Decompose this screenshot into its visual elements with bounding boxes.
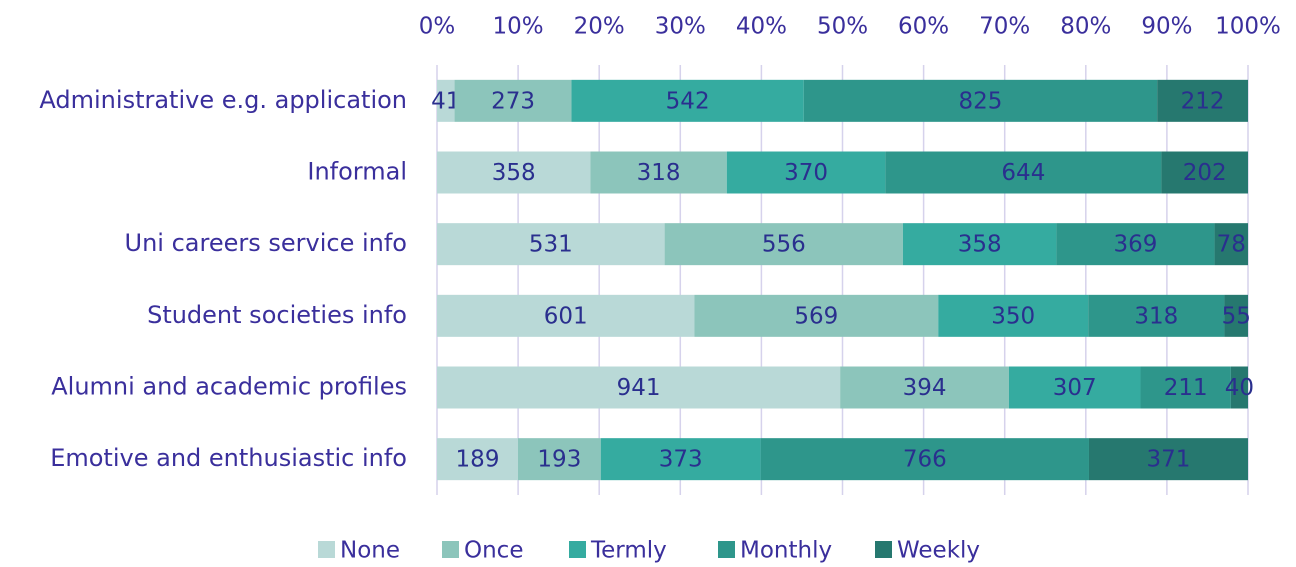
- y-tick-label: Uni careers service info: [125, 229, 407, 257]
- bar-segment: [600, 438, 761, 481]
- bar-segment: [1140, 366, 1231, 409]
- data-label: 211: [1164, 375, 1208, 401]
- legend-swatch: [318, 541, 335, 558]
- bar-segment: [1088, 438, 1248, 481]
- y-tick-label: Administrative e.g. application: [39, 86, 407, 114]
- data-label: 941: [617, 375, 661, 401]
- legend-swatch: [569, 541, 586, 558]
- data-label: 601: [544, 303, 588, 329]
- bar-segment: [726, 151, 886, 194]
- bar-segment: [1224, 294, 1248, 337]
- data-label: 55: [1222, 303, 1251, 329]
- data-label: 369: [1114, 232, 1158, 258]
- bar-segment: [437, 438, 519, 481]
- data-label: 569: [794, 303, 838, 329]
- y-tick-label: Emotive and enthusiastic info: [50, 444, 407, 472]
- bar-segment: [938, 294, 1089, 337]
- data-label: 189: [456, 447, 500, 473]
- data-label: 318: [1134, 303, 1178, 329]
- legend-swatch: [875, 541, 892, 558]
- bar-segment: [437, 79, 455, 122]
- bar-segment: [1088, 294, 1225, 337]
- data-label: 350: [991, 303, 1035, 329]
- data-label: 202: [1183, 160, 1227, 186]
- bar-segment: [437, 366, 841, 409]
- data-label: 40: [1225, 375, 1254, 401]
- bar-segment: [1161, 151, 1248, 194]
- data-label: 644: [1001, 160, 1045, 186]
- bar-segment: [840, 366, 1009, 409]
- bar-segment: [437, 151, 591, 194]
- bar-segment: [571, 79, 804, 122]
- bar-segment: [760, 438, 1089, 481]
- x-tick-label: 0%: [419, 14, 456, 40]
- bar-segment: [803, 79, 1158, 122]
- data-label: 318: [637, 160, 681, 186]
- data-label: 394: [903, 375, 947, 401]
- bar-segment: [1214, 223, 1248, 266]
- bar-segment: [454, 79, 572, 122]
- y-tick-label: Alumni and academic profiles: [51, 373, 407, 401]
- x-tick-label: 50%: [817, 14, 868, 40]
- data-label: 825: [958, 88, 1002, 114]
- bar-segment: [518, 438, 601, 481]
- bar-segment: [437, 223, 665, 266]
- data-label: 358: [492, 160, 536, 186]
- x-tick-label: 80%: [1060, 14, 1111, 40]
- data-label: 358: [958, 232, 1002, 258]
- y-tick-label: Student societies info: [147, 301, 407, 329]
- data-label: 78: [1217, 232, 1246, 258]
- legend-label: Weekly: [897, 538, 980, 564]
- data-label: 193: [537, 447, 581, 473]
- x-tick-label: 20%: [574, 14, 625, 40]
- x-tick-label: 40%: [736, 14, 787, 40]
- bar-segment: [590, 151, 727, 194]
- x-tick-label: 30%: [655, 14, 706, 40]
- x-tick-label: 100%: [1215, 14, 1281, 40]
- legend-label: Monthly: [740, 538, 832, 564]
- legend-label: Termly: [590, 538, 667, 564]
- data-label: 307: [1053, 375, 1097, 401]
- bar-segment: [902, 223, 1057, 266]
- data-label: 371: [1147, 447, 1191, 473]
- legend-label: Once: [464, 538, 523, 564]
- bar-segment: [1056, 223, 1215, 266]
- x-tick-label: 70%: [979, 14, 1030, 40]
- bar-segment: [1157, 79, 1248, 122]
- x-tick-label: 10%: [493, 14, 544, 40]
- bar-segment: [1008, 366, 1141, 409]
- data-label: 212: [1181, 88, 1225, 114]
- bar-segment: [694, 294, 939, 337]
- data-label: 373: [659, 447, 703, 473]
- bar-segment: [437, 294, 695, 337]
- legend-swatch: [718, 541, 735, 558]
- bar-segment: [664, 223, 903, 266]
- bar-segment: [1230, 366, 1248, 409]
- legend-swatch: [442, 541, 459, 558]
- data-label: 370: [784, 160, 828, 186]
- data-label: 556: [762, 232, 806, 258]
- data-label: 273: [491, 88, 535, 114]
- legend-label: None: [340, 538, 400, 564]
- x-tick-label: 90%: [1141, 14, 1192, 40]
- data-label: 542: [666, 88, 710, 114]
- y-tick-label: Informal: [307, 158, 407, 186]
- data-label: 766: [903, 447, 947, 473]
- x-tick-label: 60%: [898, 14, 949, 40]
- data-label: 531: [529, 232, 573, 258]
- bar-segment: [885, 151, 1162, 194]
